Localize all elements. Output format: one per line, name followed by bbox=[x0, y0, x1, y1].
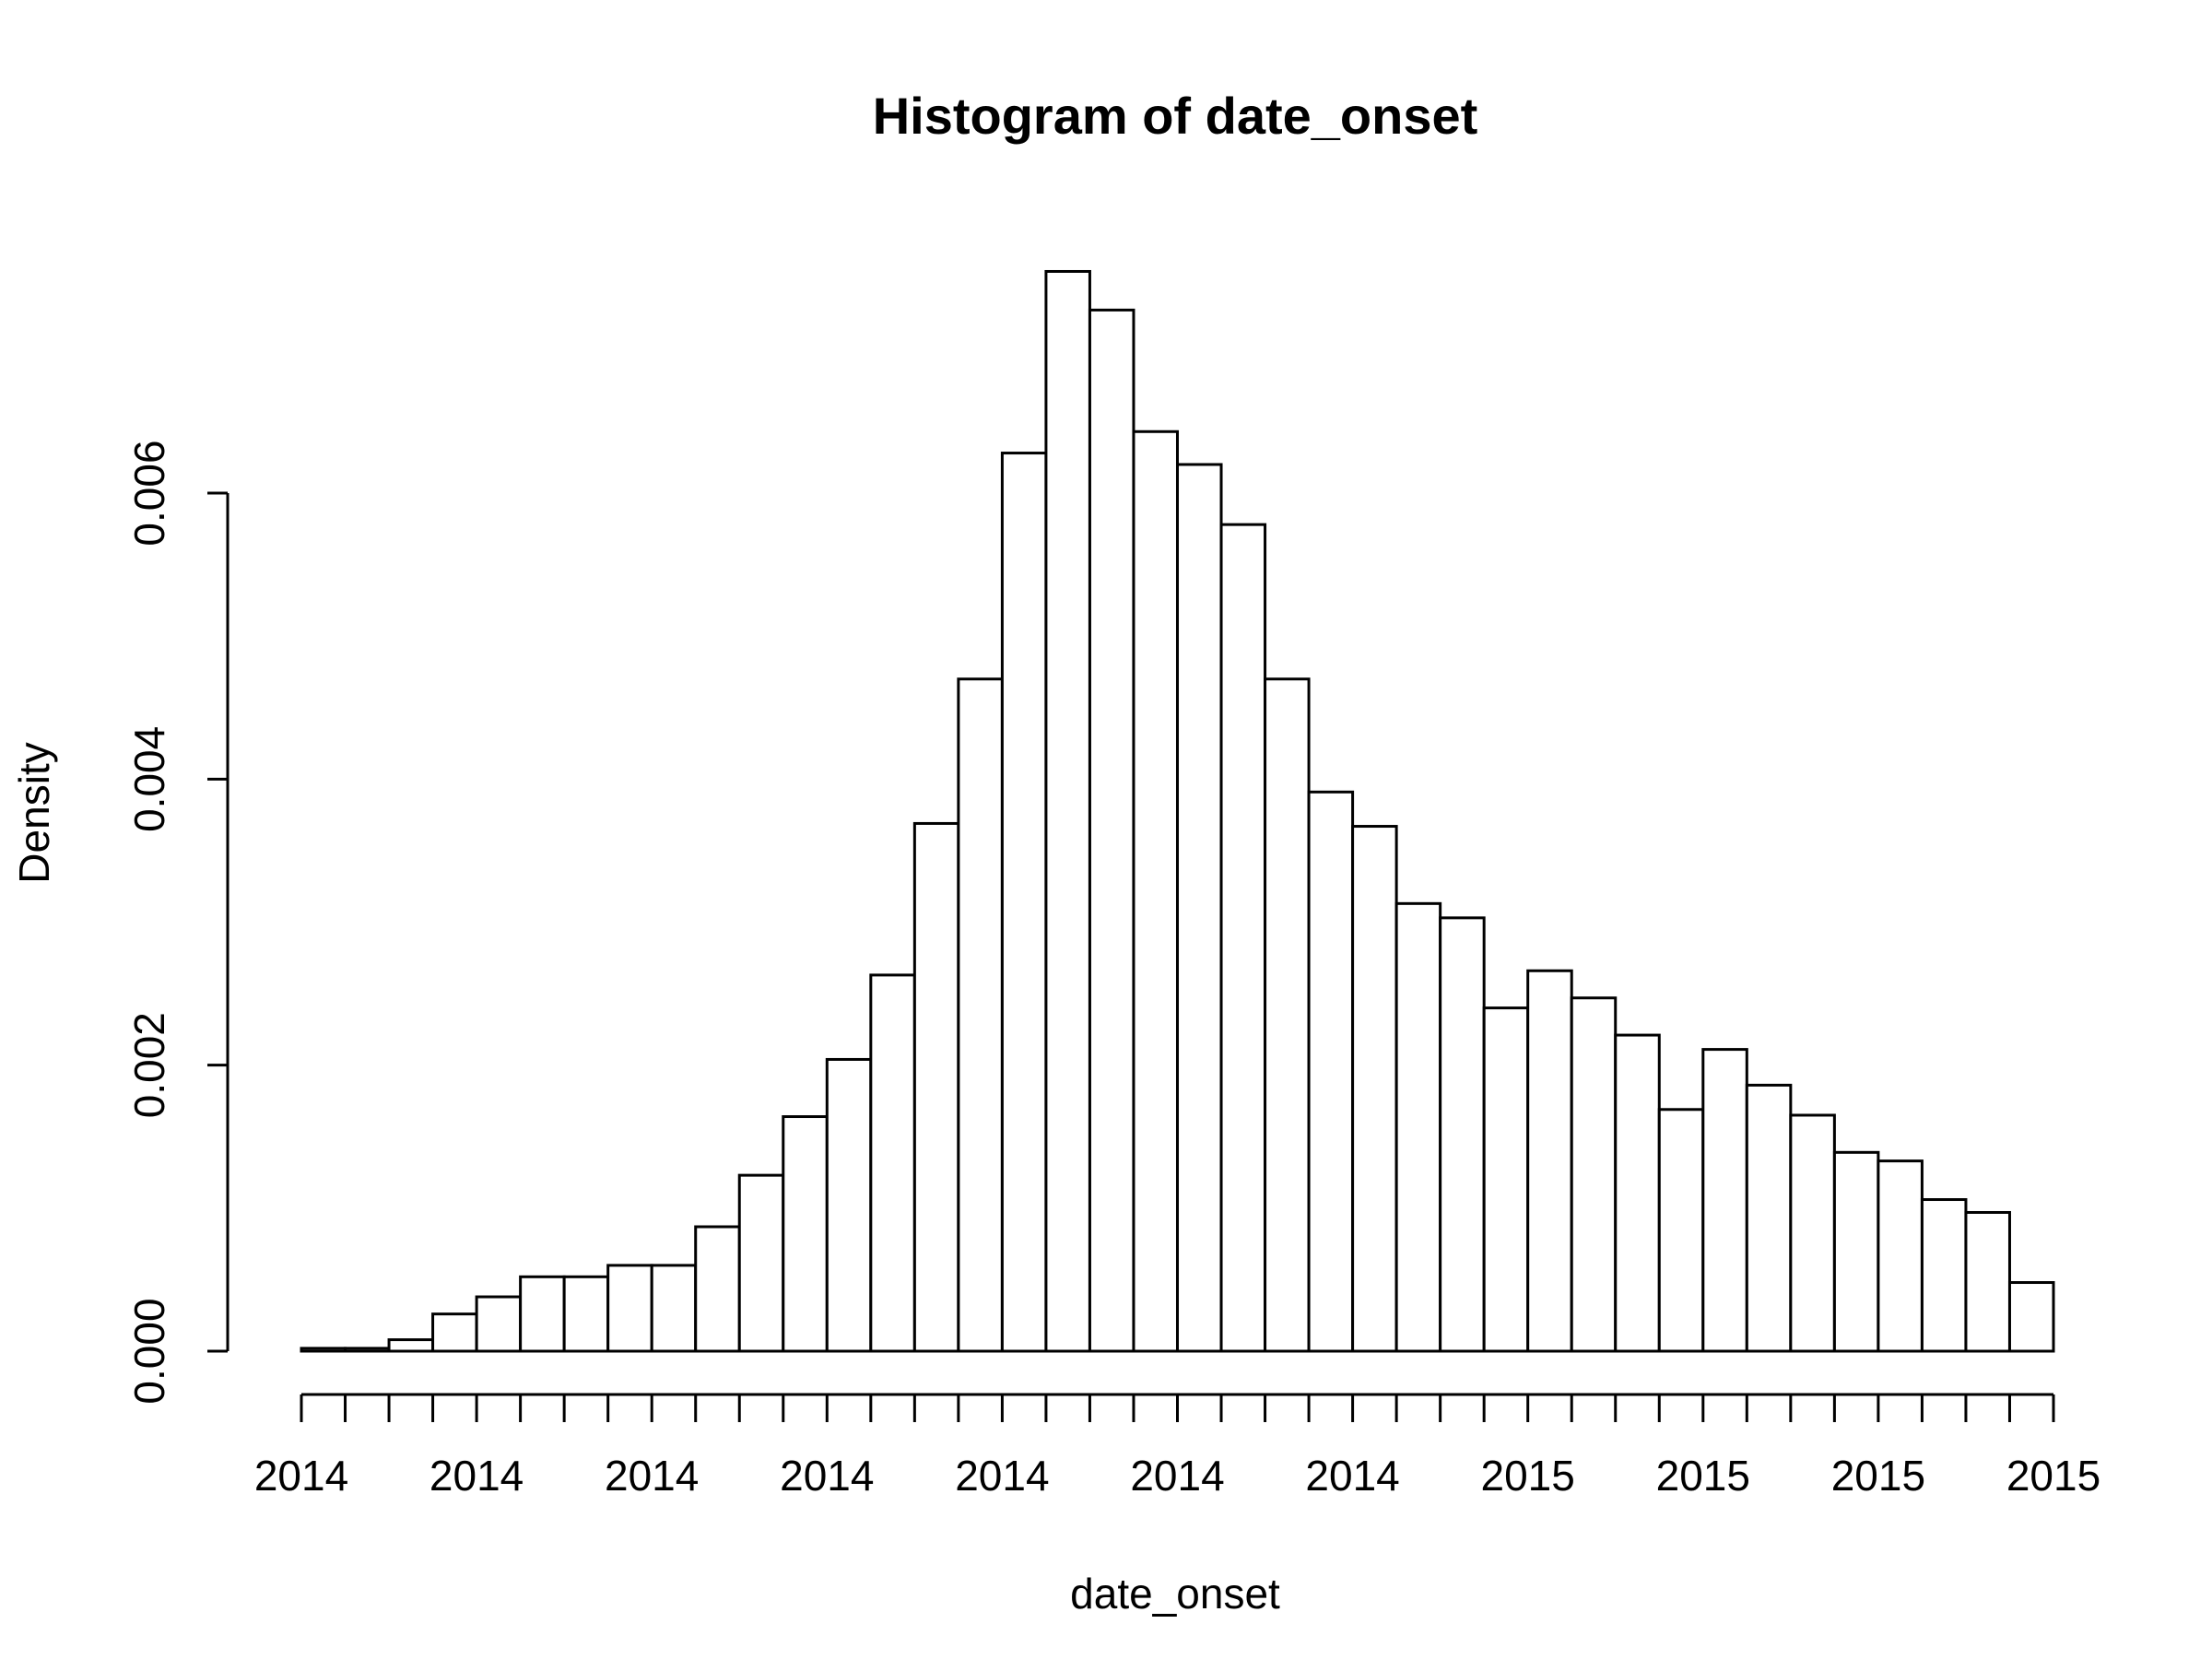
x-tick-label: 2015 bbox=[1831, 1452, 1925, 1500]
x-axis-label: date_onset bbox=[1070, 1570, 1280, 1618]
histogram-bar bbox=[1307, 790, 1355, 1353]
x-tick-label: 2014 bbox=[780, 1452, 874, 1500]
x-tick-label: 2015 bbox=[1656, 1452, 1750, 1500]
histogram-bar bbox=[1351, 825, 1398, 1353]
x-tick-label: 2014 bbox=[1130, 1452, 1224, 1500]
histogram-bar bbox=[1088, 308, 1135, 1353]
histogram-bar bbox=[1482, 1006, 1530, 1353]
x-axis: 2014 2014 2014 2014 2014 2014 2014 2015 2015 2015… bbox=[254, 1393, 2100, 1500]
histogram-bar bbox=[869, 973, 916, 1353]
histogram-bar bbox=[1132, 429, 1179, 1353]
x-tick-label: 2014 bbox=[605, 1452, 699, 1500]
x-tick-label: 2015 bbox=[1481, 1452, 1575, 1500]
histogram-bar bbox=[1964, 1210, 2011, 1353]
histogram-bar bbox=[1044, 269, 1091, 1353]
histogram-bar bbox=[431, 1312, 478, 1353]
histogram-bar bbox=[957, 677, 1004, 1353]
histogram-bar bbox=[475, 1295, 523, 1353]
histogram-bar bbox=[1920, 1198, 1968, 1353]
histogram-bar bbox=[1832, 1150, 1880, 1353]
histogram-bar bbox=[1219, 523, 1267, 1353]
histogram-bar bbox=[694, 1225, 741, 1353]
y-tick-label: 0.006 bbox=[125, 440, 173, 546]
histogram-bar bbox=[1570, 996, 1618, 1353]
histogram-bar bbox=[737, 1173, 785, 1353]
y-axis: 0.000 0.002 0.004 0.006 bbox=[125, 440, 229, 1405]
x-tick-label: 2014 bbox=[429, 1452, 524, 1500]
histogram-bar bbox=[1614, 1033, 1661, 1353]
histogram-bar bbox=[606, 1264, 653, 1353]
chart-title: Histogram of date_onset bbox=[873, 87, 1478, 145]
histogram-bar bbox=[1745, 1083, 1793, 1353]
histogram-bar bbox=[387, 1338, 435, 1353]
histogram-bar bbox=[1526, 969, 1573, 1353]
y-tick-label: 0.000 bbox=[125, 1298, 173, 1404]
histogram-bar bbox=[1394, 901, 1442, 1353]
histogram-bar bbox=[825, 1057, 873, 1353]
histogram-bar bbox=[344, 1347, 391, 1353]
histogram-bar bbox=[2007, 1281, 2055, 1353]
histogram-bar bbox=[1439, 916, 1486, 1353]
y-tick-label: 0.002 bbox=[125, 1012, 173, 1118]
histogram-bar bbox=[1789, 1113, 1836, 1353]
histogram-bar bbox=[912, 821, 960, 1353]
histogram-bar bbox=[1701, 1048, 1748, 1353]
histogram-bar bbox=[1877, 1159, 1924, 1353]
histogram-bar bbox=[1176, 463, 1223, 1353]
histogram-bar bbox=[650, 1264, 698, 1353]
histogram-bars bbox=[300, 269, 2055, 1353]
x-tick-label: 2014 bbox=[254, 1452, 348, 1500]
histogram-bar bbox=[300, 1347, 347, 1353]
x-tick-label: 2014 bbox=[955, 1452, 1049, 1500]
histogram-bar bbox=[1000, 452, 1048, 1353]
y-axis-label: Density bbox=[10, 742, 58, 883]
x-tick-label: 2014 bbox=[1305, 1452, 1399, 1500]
histogram-bar bbox=[562, 1275, 610, 1353]
histogram-bar bbox=[1264, 677, 1311, 1353]
y-tick-label: 0.004 bbox=[125, 726, 173, 832]
histogram-bar bbox=[519, 1275, 566, 1353]
histogram-bar bbox=[1657, 1108, 1705, 1353]
histogram-bar bbox=[782, 1115, 829, 1353]
x-tick-label: 2015 bbox=[2006, 1452, 2100, 1500]
